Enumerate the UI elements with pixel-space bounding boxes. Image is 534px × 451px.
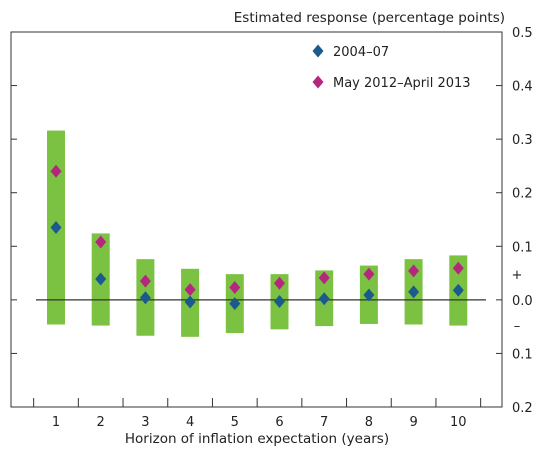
x-tick-label: 5 (231, 415, 239, 430)
y-tick-label: 0.5 (512, 26, 533, 41)
series-2012-13-point (50, 164, 62, 178)
series-2004-07-point (50, 221, 62, 235)
plot-frame (10, 31, 503, 408)
negative-sign-marker: – (514, 319, 521, 334)
y-tick-label: 0.1 (512, 240, 533, 255)
y-tick-label: 0.3 (512, 133, 533, 148)
y-axis-title: Estimated response (percentage points) (234, 10, 505, 26)
series-2004-07-point (408, 285, 420, 299)
series-2012-13-point (318, 271, 330, 285)
series-2012-13-point (139, 274, 151, 288)
series-2012-13-point (274, 276, 285, 290)
legend-label-2012-13: May 2012–April 2013 (333, 76, 471, 91)
x-axis-title: Horizon of inflation expectation (years) (125, 431, 389, 447)
x-tick-label: 10 (450, 415, 467, 430)
series-2004-07-point (452, 283, 464, 297)
x-tick-label: 9 (409, 415, 417, 430)
x-tick-label: 6 (275, 415, 283, 430)
series-2004-07-point (363, 288, 375, 302)
series-2012-13-point (229, 281, 241, 295)
series-2004-07-point (95, 272, 107, 286)
series-2012-13-point (363, 267, 375, 281)
x-tick-label: 3 (141, 415, 149, 430)
positive-sign-marker: + (512, 268, 523, 283)
legend-label-2004-07: 2004–07 (333, 45, 389, 60)
x-tick-label: 4 (186, 415, 194, 430)
legend-marker-2012-13 (312, 75, 324, 89)
series-2004-07-point (139, 291, 151, 305)
series-2012-13-point (95, 235, 107, 249)
series-2004-07-point (274, 294, 285, 308)
series-2004-07-point (318, 292, 330, 306)
x-tick-label: 8 (365, 415, 373, 430)
series-2012-13-point (452, 261, 464, 275)
x-tick-label: 2 (97, 415, 105, 430)
series-2012-13-point (184, 283, 196, 297)
series-2004-07-point (229, 297, 241, 311)
legend-marker-2004-07 (312, 44, 324, 58)
y-tick-label: 0.2 (512, 401, 533, 416)
series-2012-13-point (408, 264, 420, 278)
x-tick-label: 7 (320, 415, 328, 430)
plot-area: 0.5 0.4 0.3 0.2 0.1 0.0 0.1 0.2 + – 1 2 3 4 5 6 7 8 9 10 200… (10, 26, 533, 430)
y-tick-label: 0.2 (512, 187, 533, 202)
y-tick-label: 0.1 (512, 347, 533, 362)
y-tick-label: 0.0 (512, 294, 533, 309)
series-2004-07-point (184, 295, 196, 309)
y-tick-label: 0.4 (512, 80, 533, 95)
x-tick-label: 1 (52, 415, 60, 430)
